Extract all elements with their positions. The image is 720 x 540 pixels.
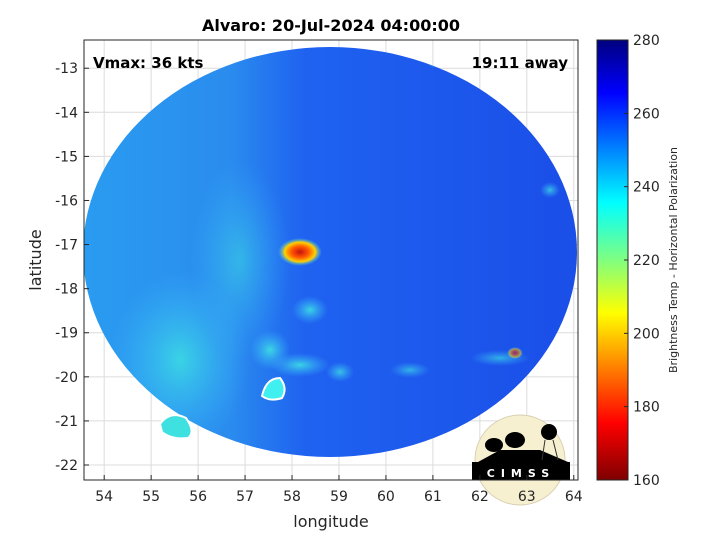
colorbar-tick-label: 280 [633, 33, 660, 49]
y-axis-label: latitude [26, 229, 45, 290]
x-tick-label: 55 [142, 489, 160, 505]
vmax-label: Vmax: 36 kts [93, 54, 203, 72]
warm-core [278, 238, 322, 266]
colorbar-label: Brightness Temp - Horizontal Polarizatio… [667, 147, 680, 373]
colorbar-tick-label: 160 [633, 473, 660, 489]
x-tick-label: 59 [330, 489, 348, 505]
brightness-temp-image [84, 47, 577, 457]
land-outline-1 [158, 414, 193, 440]
colorbar-tick-label: 220 [633, 253, 660, 269]
away-label: 19:11 away [472, 54, 569, 72]
y-tick-label: -22 [55, 458, 78, 474]
x-tick-label: 63 [518, 489, 536, 505]
x-tick-label: 64 [565, 489, 583, 505]
y-tick-label: -21 [55, 414, 78, 430]
x-tick-label: 54 [95, 489, 113, 505]
colorbar-tick-label: 240 [633, 180, 660, 196]
colorbar-tick-label: 200 [633, 326, 660, 342]
y-tick-label: -20 [55, 370, 78, 386]
x-tick-label: 60 [377, 489, 395, 505]
colorbar-tick-label: 180 [633, 400, 660, 416]
y-tick-label: -13 [55, 61, 78, 77]
colorbar-ticks: 280 260 240 220 200 180 160 [624, 33, 660, 489]
y-tick-label: -19 [55, 326, 78, 342]
y-tick-label: -15 [55, 149, 78, 165]
x-tick-label: 58 [283, 489, 301, 505]
axis-ticks: 54 55 56 57 58 59 60 61 62 63 64 -13 -14 -15 -16 -17 -18… [55, 61, 583, 505]
colorbar-tick-label: 260 [633, 106, 660, 122]
x-tick-label: 62 [471, 489, 489, 505]
colorbar [596, 39, 629, 481]
cimss-logo: CIMSS [472, 414, 570, 506]
y-tick-label: -18 [55, 282, 78, 298]
y-tick-label: -17 [55, 238, 78, 254]
x-tick-label: 56 [189, 489, 207, 505]
land-outline-2 [260, 376, 286, 401]
axes-box [83, 39, 579, 481]
plot-title: Alvaro: 20-Jul-2024 04:00:00 [202, 16, 460, 35]
y-tick-label: -14 [55, 105, 78, 121]
svg-text:CIMSS: CIMSS [487, 467, 555, 480]
y-tick-label: -16 [55, 193, 78, 209]
land-outline-3 [542, 361, 553, 367]
x-axis-label: longitude [293, 512, 368, 531]
x-tick-label: 61 [424, 489, 442, 505]
x-tick-label: 57 [236, 489, 254, 505]
